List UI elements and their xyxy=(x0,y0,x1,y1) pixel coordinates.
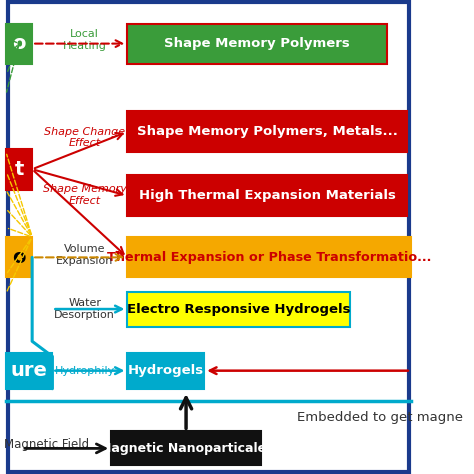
Text: Embedded to get magne: Embedded to get magne xyxy=(298,410,464,424)
Text: t: t xyxy=(14,160,24,179)
Text: Magnetic Nanoparticales: Magnetic Nanoparticales xyxy=(99,442,273,455)
Bar xyxy=(128,292,350,327)
Text: Shape Memory Polymers, Metals...: Shape Memory Polymers, Metals... xyxy=(137,125,398,138)
Text: ure: ure xyxy=(11,361,47,381)
Text: Thermal Expansion or Phase Transformatio...: Thermal Expansion or Phase Transformatio… xyxy=(107,251,431,264)
Bar xyxy=(128,353,204,389)
Text: Hydrophily: Hydrophily xyxy=(55,365,115,376)
Bar xyxy=(6,353,53,389)
Text: High Thermal Expansion Materials: High Thermal Expansion Materials xyxy=(138,189,395,202)
Text: Local
Heating: Local Heating xyxy=(63,29,107,51)
Bar xyxy=(6,24,32,64)
Text: o: o xyxy=(12,247,26,267)
Bar xyxy=(128,175,407,216)
Text: Shape Change
Effect: Shape Change Effect xyxy=(44,127,125,148)
Text: Magnetic Field: Magnetic Field xyxy=(4,438,89,451)
Text: Water
Desorption: Water Desorption xyxy=(55,298,115,320)
Bar xyxy=(128,24,387,64)
Text: Hydrogels: Hydrogels xyxy=(128,365,204,377)
Bar xyxy=(6,149,32,190)
Bar xyxy=(6,237,32,277)
Text: o: o xyxy=(12,34,26,54)
Bar xyxy=(128,237,411,277)
Text: Volume
Expansion: Volume Expansion xyxy=(56,244,113,266)
Text: Electro Responsive Hydrogels: Electro Responsive Hydrogels xyxy=(127,303,350,316)
Bar xyxy=(111,431,261,465)
Bar xyxy=(128,111,407,152)
Text: Shape Memory
Effect: Shape Memory Effect xyxy=(43,184,127,206)
Text: Shape Memory Polymers: Shape Memory Polymers xyxy=(164,37,350,50)
